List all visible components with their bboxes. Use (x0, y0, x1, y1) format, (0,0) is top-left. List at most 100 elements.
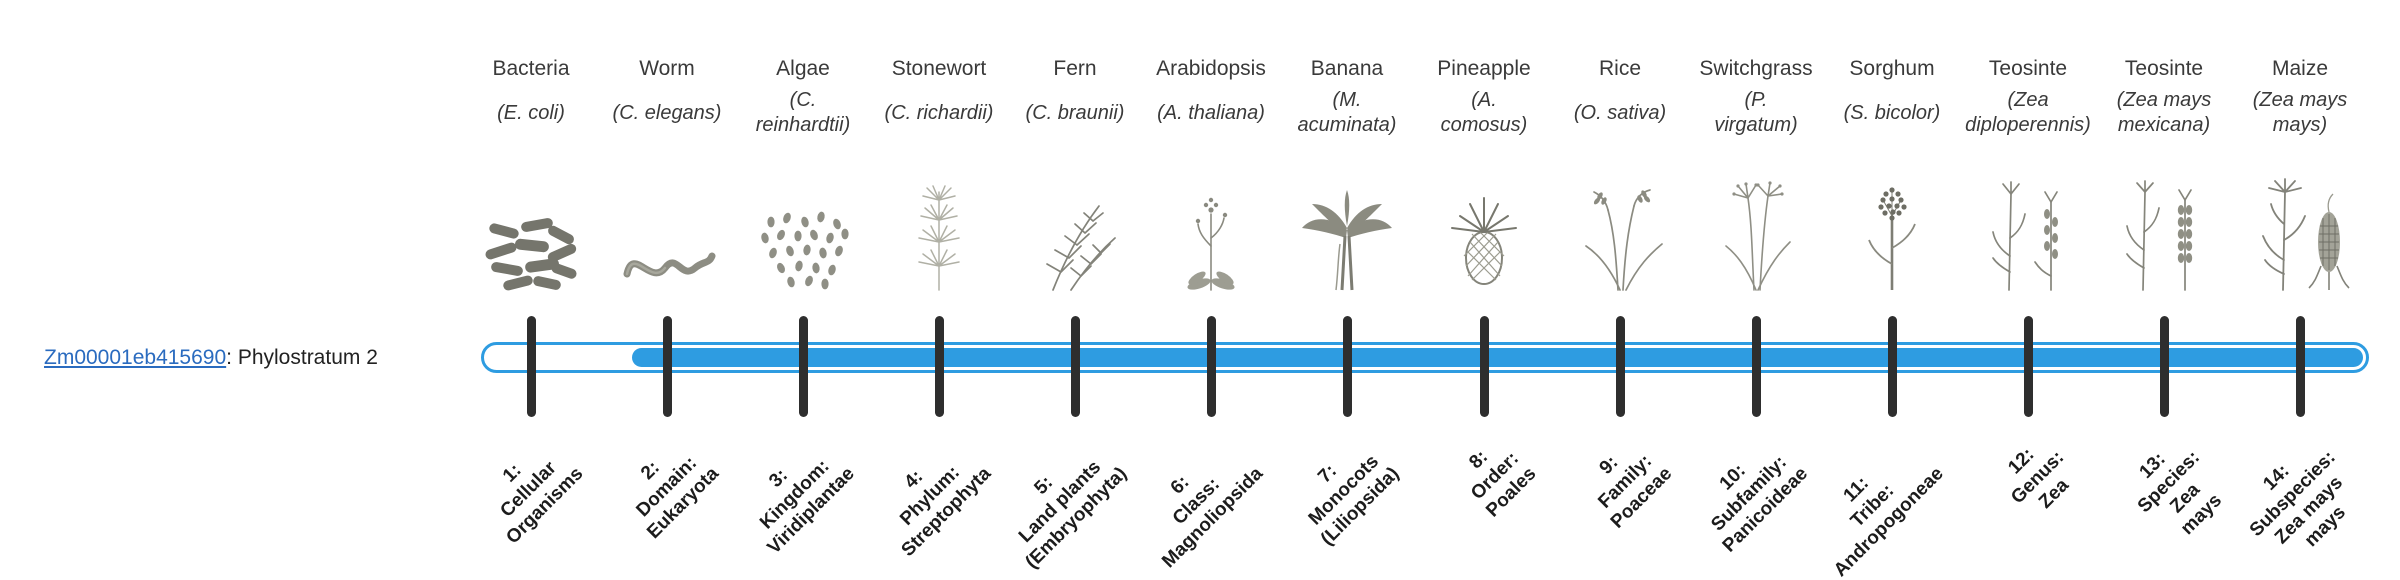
phylostratum-label: 8: Order: Poales (1449, 430, 1541, 522)
worm-icon (589, 144, 745, 292)
organism-scientific-name-line: (E. coli) (497, 101, 565, 124)
organism-scientific-name: (C. reinhardtii) (725, 84, 881, 142)
phylostratum-tick (798, 316, 808, 417)
organism-column: Fern (C. braunii) (997, 56, 1153, 292)
phylostratum-label: 12: Genus: Zea (1990, 430, 2085, 525)
organism-scientific-name: (E. coli) (453, 84, 609, 142)
phylostratum-tick (1751, 316, 1761, 417)
phylostratum-tick (2295, 316, 2305, 417)
sorghum-icon (1814, 144, 1970, 292)
organism-scientific-name: (A. thaliana) (1133, 84, 1289, 142)
phylostratum-tick (934, 316, 944, 417)
organism-scientific-name: (C. braunii) (997, 84, 1153, 142)
phylostrata-bar-fill (632, 348, 2363, 367)
organism-column: Rice (O. sativa) (1542, 56, 1698, 292)
phylostratum-label: 9: Family: Poaceae (1573, 430, 1676, 533)
phylostratum-tick (1206, 316, 1216, 417)
phylostratum-tick (2159, 316, 2169, 417)
organism-common-name: Teosinte (1988, 57, 2068, 80)
phylostratum-tick (662, 316, 672, 417)
organism-common-name: Maize (2271, 57, 2329, 80)
organism-scientific-name-line: (C. elegans) (612, 101, 722, 124)
gene-phylostratum-text: : Phylostratum 2 (226, 346, 378, 369)
maize-icon (2222, 144, 2378, 292)
organism-scientific-name-line: reinhardtii) (755, 114, 851, 136)
arabidopsis-icon (1133, 144, 1289, 292)
organism-column: Maize (Zea mays mays) (2222, 56, 2378, 292)
organism-common-name: Bacteria (492, 57, 570, 80)
organism-scientific-name: (Zea mays mexicana) (2086, 84, 2242, 142)
organism-scientific-name: (Zea mays mays) (2222, 84, 2378, 142)
organism-scientific-name-line: mays) (2272, 114, 2328, 136)
phylostratum-tick (526, 316, 536, 417)
organism-common-name: Switchgrass (1699, 57, 1813, 80)
organism-common-name: Teosinte (2124, 57, 2204, 80)
organism-scientific-name-line: (Zea mays (2252, 89, 2348, 111)
phylostratum-label: 10: Subfamily: Panicoideae (1686, 430, 1813, 557)
teosinte-diploperennis-icon (1950, 144, 2106, 292)
phylostratum-label: 2: Domain: Eukaryota (610, 430, 724, 544)
gene-label: Zm00001eb415690: Phylostratum 2 (44, 343, 378, 373)
phylostratum-tick (1479, 316, 1489, 417)
organism-scientific-name-line: (Zea mays (2116, 89, 2212, 111)
organism-scientific-name-line: (O. sativa) (1573, 101, 1667, 124)
organism-column: Bacteria (E. coli) (453, 56, 609, 292)
organism-common-name: Pineapple (1437, 57, 1531, 80)
stonewort-icon (861, 144, 1017, 292)
organism-scientific-name: (O. sativa) (1542, 84, 1698, 142)
rice-icon (1542, 144, 1698, 292)
phylostratum-label: 4: Phylum: Streptophyta (864, 430, 996, 562)
fern-icon (997, 144, 1153, 292)
phylostratum-label: 14: Subspecies: Zea mays mays (2229, 430, 2373, 574)
phylostratum-tick (1887, 316, 1897, 417)
organism-scientific-name: (P. virgatum) (1678, 84, 1834, 142)
organism-column: Pineapple (A. comosus) (1406, 56, 1562, 292)
organism-scientific-name-line: comosus) (1440, 114, 1528, 136)
phylostratum-label: 1: Cellular Organisms (469, 430, 588, 549)
phylostratum-tick (2023, 316, 2033, 417)
phylostratum-label: 11: Tribe: Andropogoneae (1797, 430, 1949, 580)
organism-scientific-name: (C. richardii) (861, 84, 1017, 142)
banana-icon (1269, 144, 1425, 292)
organism-column: Sorghum (S. bicolor) (1814, 56, 1970, 292)
organism-common-name: Worm (639, 57, 695, 80)
phylostratum-tick (1615, 316, 1625, 417)
phylostratum-tick (1342, 316, 1352, 417)
organism-scientific-name-line: (S. bicolor) (1843, 101, 1941, 124)
organism-scientific-name-line: (C. braunii) (1025, 101, 1125, 124)
organism-scientific-name-line: diploperennis) (1965, 114, 2091, 136)
organism-common-name: Arabidopsis (1156, 57, 1266, 80)
organism-scientific-name-line: (Zea (2007, 89, 2049, 111)
organism-scientific-name-line: (C. (789, 89, 817, 111)
organism-scientific-name: (A. comosus) (1406, 84, 1562, 142)
organism-column: Teosinte (Zea diploperennis) (1950, 56, 2106, 292)
organism-scientific-name-line: (P. (1744, 89, 1768, 111)
organism-scientific-name: (S. bicolor) (1814, 84, 1970, 142)
organism-scientific-name-line: (A. (1471, 89, 1497, 111)
organism-common-name: Banana (1310, 57, 1384, 80)
phylostratum-tick (1070, 316, 1080, 417)
phylostratum-label: 6: Class: Magnoliopsida (1125, 430, 1268, 573)
algae-icon (725, 144, 881, 292)
organism-column: Worm (C. elegans) (589, 56, 745, 292)
organism-column: Stonewort (C. richardii) (861, 56, 1017, 292)
phylostratum-label: 13: Species: Zea mays (2117, 430, 2237, 550)
pineapple-icon (1406, 144, 1562, 292)
organism-scientific-name: (M. acuminata) (1269, 84, 1425, 142)
organism-column: Teosinte (Zea mays mexicana) (2086, 56, 2242, 292)
organism-scientific-name-line: mexicana) (2117, 114, 2211, 136)
organism-common-name: Fern (1053, 57, 1097, 80)
organism-scientific-name-line: (M. (1332, 89, 1362, 111)
organism-column: Algae (C. reinhardtii) (725, 56, 881, 292)
organism-scientific-name: (C. elegans) (589, 84, 745, 142)
teosinte-mexicana-icon (2086, 144, 2242, 292)
bacteria-icon (453, 144, 609, 292)
organism-column: Banana (M. acuminata) (1269, 56, 1425, 292)
organism-scientific-name-line: (C. richardii) (884, 101, 994, 124)
phylostratum-label: 3: Kingdom: Viridiplantae (731, 430, 860, 559)
organism-scientific-name: (Zea diploperennis) (1950, 84, 2106, 142)
gene-id-link[interactable]: Zm00001eb415690 (44, 346, 227, 369)
organism-scientific-name-line: virgatum) (1714, 114, 1798, 136)
organism-common-name: Algae (776, 57, 830, 80)
